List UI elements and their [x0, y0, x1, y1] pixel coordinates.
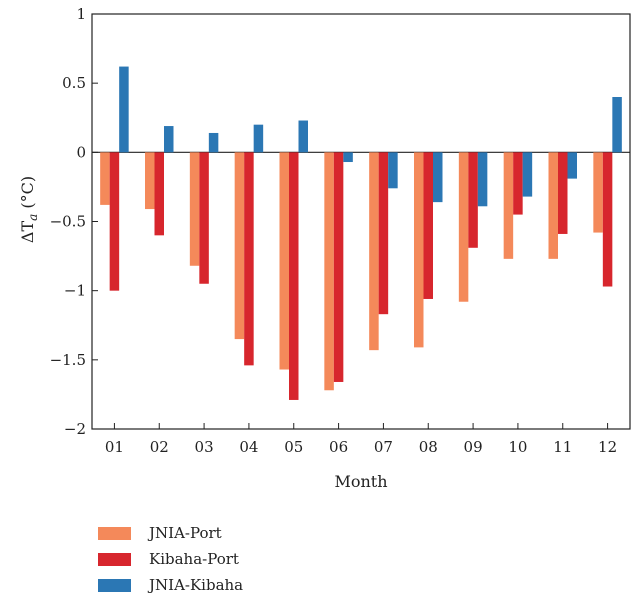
y-tick-label: −1 — [64, 282, 86, 300]
x-tick-label: 01 — [105, 438, 124, 456]
bar-jnia-port-07 — [369, 152, 379, 351]
y-axis: 1 0.5 0 −0.5 −1 −1.5 −2 — [50, 5, 98, 438]
legend-item-jnia-port: JNIA-Port — [98, 520, 243, 546]
x-tick-label: 08 — [419, 438, 438, 456]
y-tick-label: −1.5 — [50, 351, 86, 369]
bar-jnia-port-02 — [145, 152, 155, 210]
y-tick-label: −0.5 — [50, 213, 86, 231]
bar-jnia-kibaha-02 — [164, 126, 174, 153]
bar-jnia-kibaha-12 — [612, 97, 622, 153]
bar-jnia-kibaha-09 — [477, 152, 488, 207]
bar-jnia-kibaha-08 — [433, 152, 443, 203]
bar-jnia-kibaha-11 — [567, 152, 577, 179]
bar-kibaha-port-08 — [423, 152, 433, 299]
bar-jnia-port-11 — [548, 152, 558, 259]
bar-jnia-port-05 — [279, 152, 289, 370]
plot-area — [92, 66, 630, 400]
legend-swatch-kibaha-port — [98, 552, 131, 566]
bar-kibaha-port-04 — [244, 152, 254, 366]
bar-kibaha-port-02 — [154, 152, 164, 236]
x-tick-label: 09 — [464, 438, 483, 456]
bar-jnia-port-01 — [100, 152, 110, 205]
bar-kibaha-port-12 — [602, 152, 613, 287]
x-tick-label: 12 — [598, 438, 617, 456]
bar-jnia-kibaha-04 — [253, 124, 264, 153]
x-tick-label: 02 — [150, 438, 169, 456]
y-tick-label: −2 — [64, 420, 86, 438]
bar-jnia-port-03 — [189, 152, 200, 266]
bar-jnia-kibaha-06 — [343, 152, 353, 163]
x-tick-label: 03 — [195, 438, 214, 456]
legend-item-kibaha-port: Kibaha-Port — [98, 546, 243, 572]
bar-jnia-kibaha-03 — [208, 132, 219, 153]
x-tick-label: 05 — [284, 438, 303, 456]
bar-jnia-port-09 — [458, 152, 469, 302]
bar-jnia-port-06 — [324, 152, 334, 391]
bar-kibaha-port-06 — [333, 152, 344, 382]
x-tick-label: 07 — [374, 438, 393, 456]
legend-label-jnia-port: JNIA-Port — [149, 524, 222, 542]
legend-label-jnia-kibaha: JNIA-Kibaha — [149, 576, 244, 594]
bar-jnia-kibaha-01 — [119, 66, 129, 153]
bar-jnia-port-12 — [593, 152, 603, 233]
x-tick-label: 10 — [508, 438, 527, 456]
y-tick-label: 1 — [76, 5, 86, 23]
bar-jnia-port-10 — [503, 152, 514, 259]
bar-kibaha-port-07 — [378, 152, 389, 315]
bar-jnia-kibaha-07 — [388, 152, 398, 189]
bar-jnia-kibaha-05 — [298, 120, 308, 153]
bar-kibaha-port-03 — [199, 152, 209, 284]
legend-swatch-jnia-kibaha — [98, 578, 131, 592]
bar-jnia-kibaha-10 — [522, 152, 533, 197]
bar-kibaha-port-05 — [289, 152, 299, 400]
bar-jnia-port-04 — [234, 152, 245, 340]
bar-kibaha-port-01 — [109, 152, 120, 291]
legend-swatch-jnia-port — [98, 526, 131, 540]
x-tick-label: 06 — [329, 438, 348, 456]
y-axis-title: ΔTa (°C) — [18, 176, 40, 243]
x-axis-title: Month — [334, 472, 387, 491]
y-tick-label: 0.5 — [62, 74, 86, 92]
legend-label-kibaha-port: Kibaha-Port — [149, 550, 239, 568]
bar-kibaha-port-11 — [558, 152, 568, 234]
x-tick-label: 11 — [553, 438, 572, 456]
legend-item-jnia-kibaha: JNIA-Kibaha — [98, 572, 243, 598]
legend: JNIA-Port Kibaha-Port JNIA-Kibaha — [98, 520, 243, 598]
bar-jnia-port-08 — [414, 152, 424, 348]
y-tick-label: 0 — [76, 143, 86, 161]
bar-kibaha-port-10 — [513, 152, 523, 215]
x-tick-label: 04 — [239, 438, 258, 456]
x-axis: 01 02 03 04 05 06 07 08 09 10 11 12 — [105, 423, 617, 456]
bar-kibaha-port-09 — [468, 152, 478, 248]
